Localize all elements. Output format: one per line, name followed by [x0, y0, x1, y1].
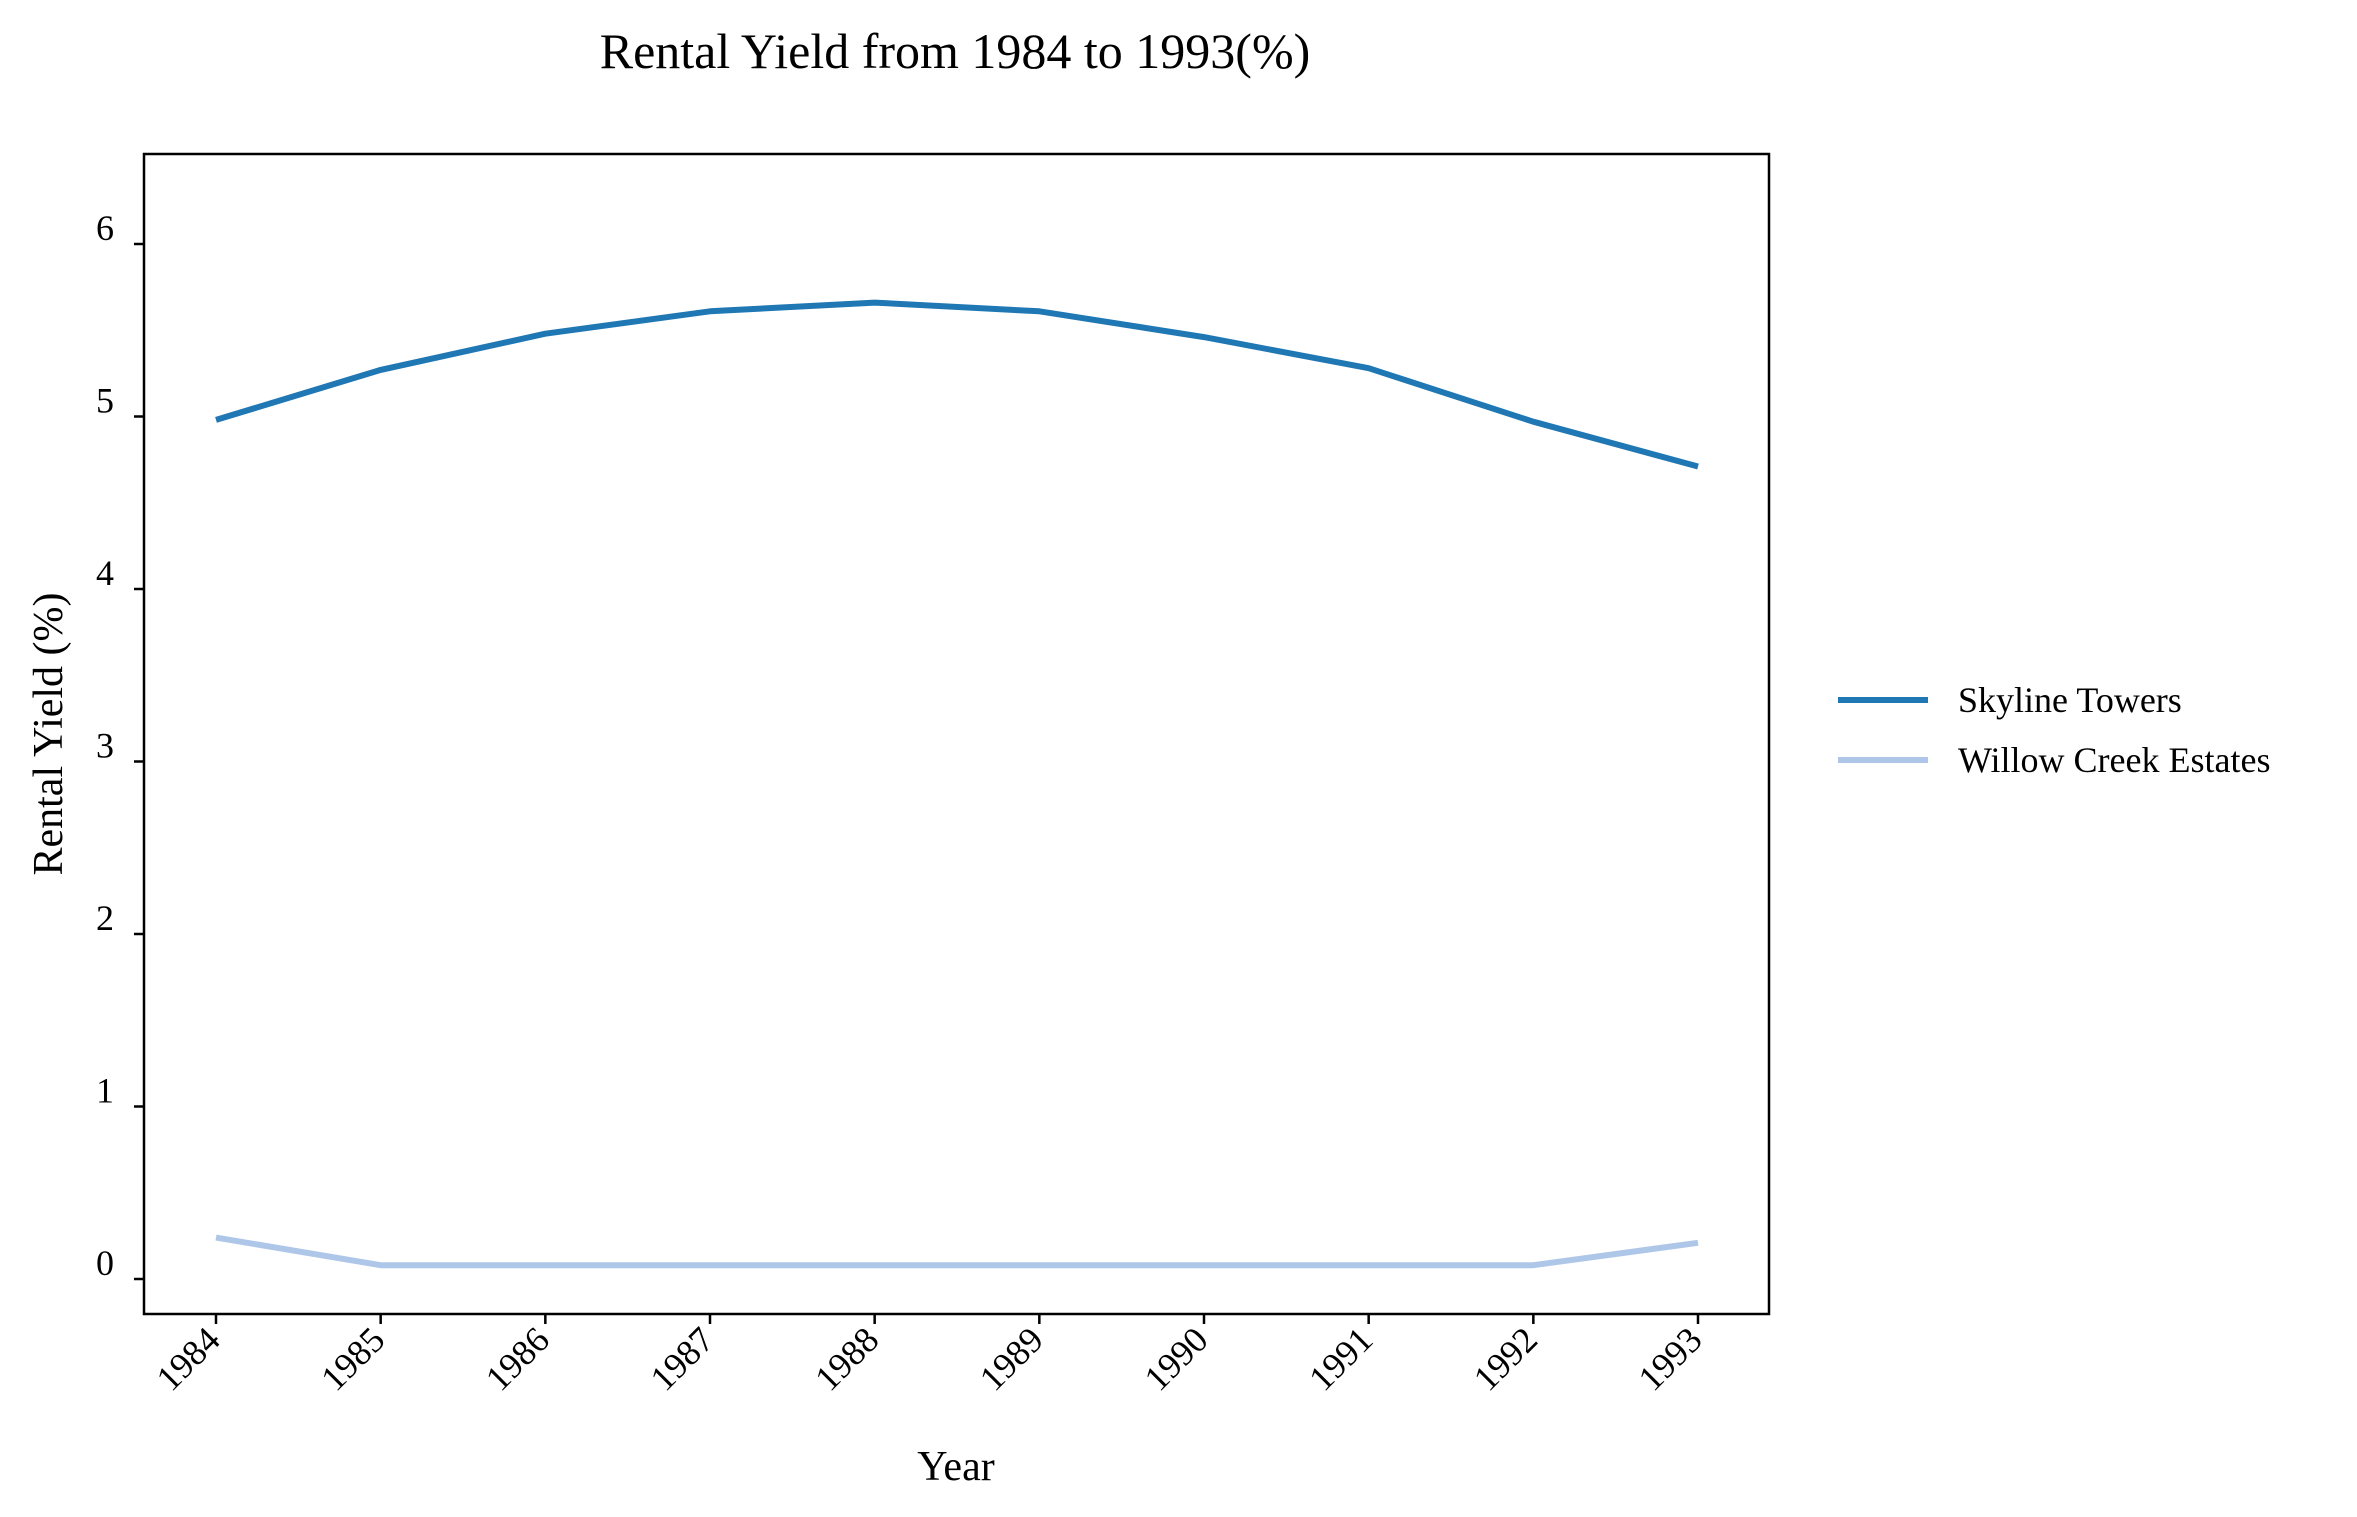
y-axis-label: Rental Yield (%): [26, 592, 72, 875]
legend-label-0: Skyline Towers: [1958, 680, 2182, 720]
x-tick-label: 1992: [1466, 1319, 1545, 1398]
y-axis: 0 1 2 3 4 5 6: [96, 208, 144, 1283]
y-tick-label: 6: [96, 208, 114, 248]
y-tick-label: 5: [96, 381, 114, 421]
y-tick-label: 0: [96, 1243, 114, 1283]
y-tick-label: 3: [96, 726, 114, 766]
x-axis-label: Year: [917, 1444, 994, 1490]
y-tick-label: 1: [96, 1071, 114, 1111]
x-tick-label: 1984: [148, 1319, 227, 1398]
legend-label-1: Willow Creek Estates: [1958, 740, 2270, 780]
x-tick-label: 1988: [807, 1319, 886, 1398]
x-tick-label: 1993: [1630, 1319, 1709, 1398]
series-layer: [215, 299, 1699, 1269]
chart-title: Rental Yield from 1984 to 1993(%): [600, 23, 1311, 79]
x-tick-label: 1989: [972, 1319, 1051, 1398]
x-tick-label: 1987: [642, 1319, 721, 1398]
x-tick-label: 1986: [478, 1319, 557, 1398]
x-tick-label: 1985: [313, 1319, 392, 1398]
plot-frame: [142, 152, 1771, 1316]
x-axis: 1984 1985 1986 1987 1988 1989 1990 1991 1992 1993: [148, 1314, 1710, 1399]
legend: Skyline Towers Willow Creek Estates: [1838, 680, 2270, 780]
series-line-1: [215, 1234, 1699, 1269]
series-line-0: [215, 299, 1699, 470]
x-tick-label: 1990: [1136, 1319, 1215, 1398]
y-tick-label: 2: [96, 898, 114, 938]
x-tick-label: 1991: [1301, 1319, 1380, 1398]
y-tick-label: 4: [96, 553, 114, 593]
